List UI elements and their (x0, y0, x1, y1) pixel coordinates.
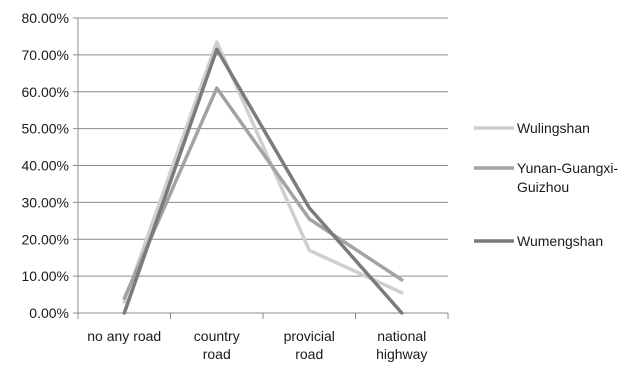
y-tick-label: 70.00% (22, 47, 69, 63)
legend-label: Yunan-Guangxi-Guizhou (517, 160, 619, 195)
x-axis-tick-labels: no any road country road provicial road natio… (87, 328, 427, 362)
series-line (122, 86, 404, 301)
x-tick-label: provicial road (284, 328, 335, 362)
y-tick-label: 30.00% (22, 194, 69, 210)
y-tick-label: 0.00% (29, 305, 69, 321)
series-line (122, 40, 404, 304)
y-tick-label: 10.00% (22, 268, 69, 284)
legend: Wulingshan Yunan-Guangxi-Guizhou Wumengsha… (474, 120, 619, 249)
x-tick-label: national highway (376, 328, 427, 362)
y-tick-label: 20.00% (22, 231, 69, 247)
x-tick-label: no any road (87, 328, 161, 344)
y-tick-label: 40.00% (22, 158, 69, 174)
gridlines (73, 17, 448, 314)
y-axis-tick-labels: 0.00% 10.00% 20.00% 30.00% 40.00% 50.00% 60.00… (22, 10, 69, 321)
y-tick-label: 60.00% (22, 84, 69, 100)
axes (77, 18, 449, 319)
legend-label: Wulingshan (517, 120, 590, 136)
y-tick-label: 80.00% (22, 10, 69, 26)
x-tick-label: country road (194, 328, 240, 362)
series-line (122, 47, 404, 315)
y-tick-label: 50.00% (22, 121, 69, 137)
series-lines (122, 40, 404, 315)
legend-label: Wumengshan (517, 233, 603, 249)
